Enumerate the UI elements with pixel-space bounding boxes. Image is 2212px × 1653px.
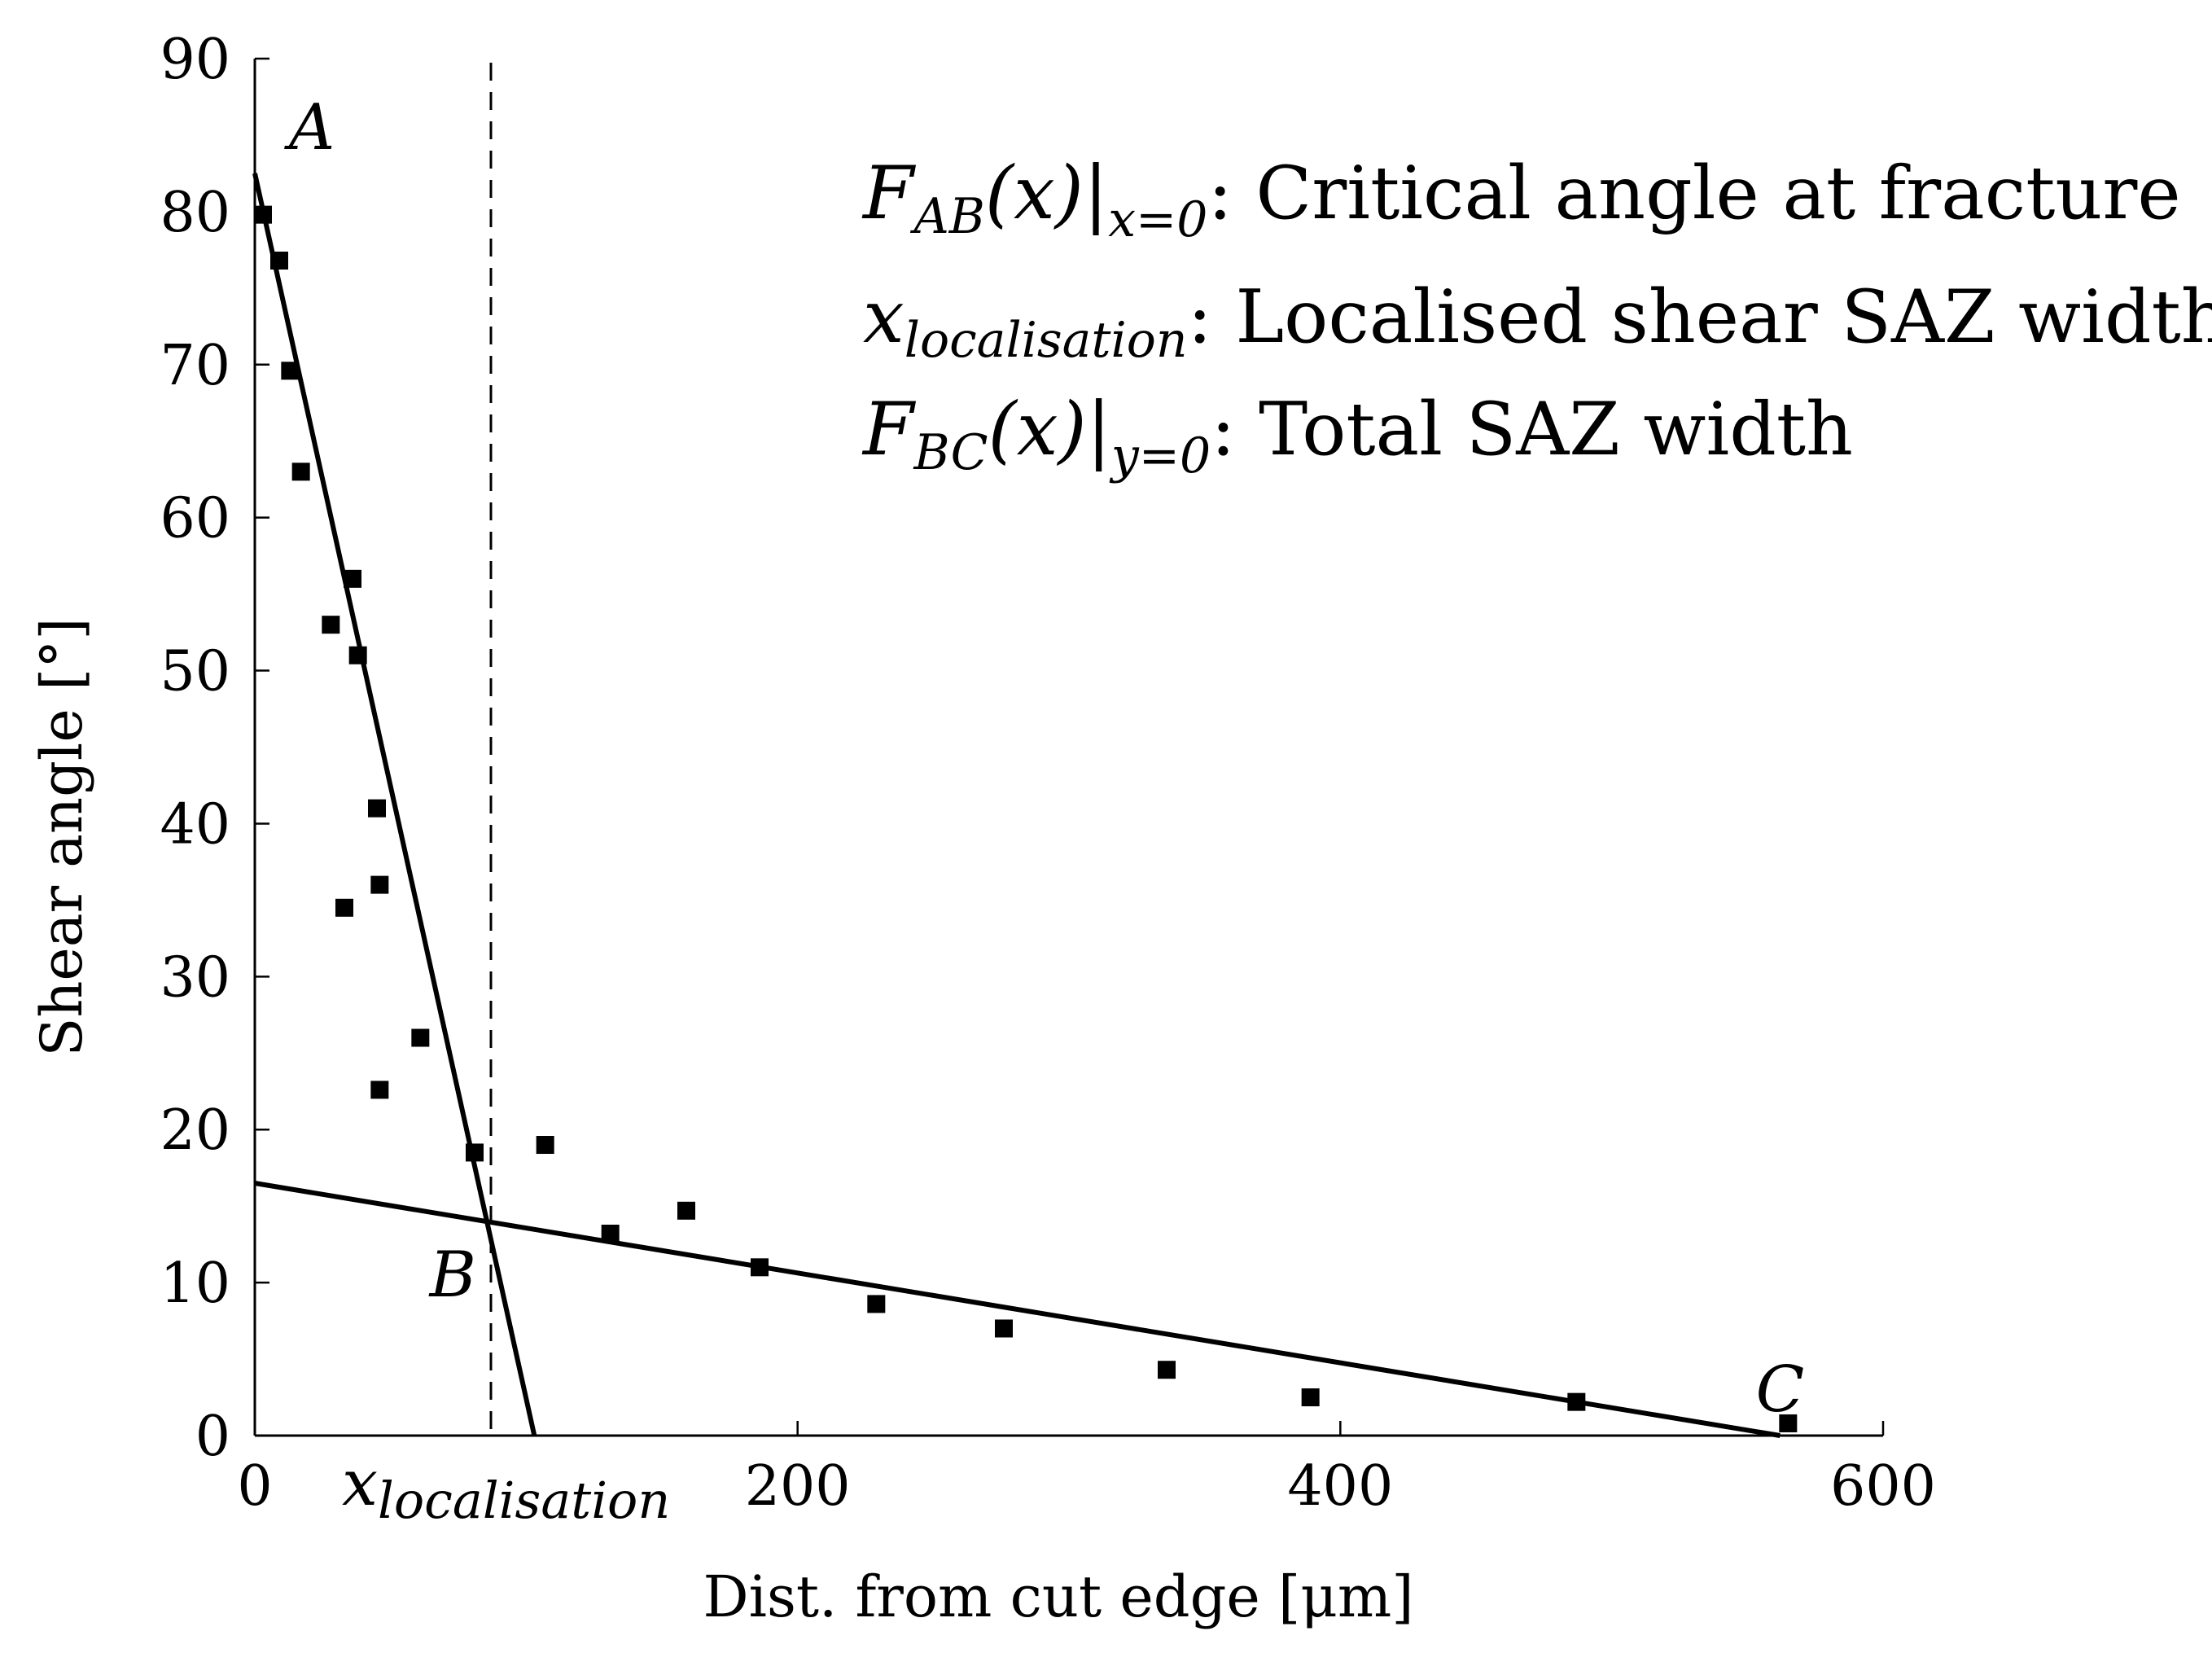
- data-point: [291, 463, 310, 481]
- data-markers: [254, 205, 1798, 1432]
- y-tick-label: 80: [160, 181, 230, 245]
- y-tick-label: 70: [160, 334, 230, 398]
- y-tick-label: 30: [160, 945, 230, 1010]
- data-point: [335, 898, 353, 917]
- data-point: [370, 875, 389, 894]
- point-label-a: A: [284, 91, 335, 164]
- data-point: [370, 1081, 389, 1099]
- data-point: [1158, 1361, 1176, 1379]
- data-point: [995, 1319, 1013, 1338]
- point-label-b: B: [428, 1239, 476, 1312]
- data-point: [677, 1201, 695, 1220]
- point-labels: A B C: [284, 91, 1804, 1427]
- data-point: [751, 1258, 769, 1277]
- data-point: [270, 252, 288, 270]
- data-point: [348, 646, 367, 664]
- point-label-c: C: [1756, 1353, 1805, 1427]
- y-tick-label: 50: [160, 640, 230, 704]
- x-tick-label: 0: [237, 1454, 272, 1519]
- data-point: [281, 362, 300, 380]
- y-tick-label: 10: [160, 1252, 230, 1316]
- localisation-axis-label: xlocalisation: [342, 1447, 670, 1530]
- x-tick-label: 600: [1830, 1454, 1936, 1519]
- data-point: [254, 205, 272, 224]
- legend-entry: xlocalisation: Localised shear SAZ width: [863, 274, 2212, 369]
- legend-entry: FAB(x)|x=0: Critical angle at fracture: [861, 151, 2181, 248]
- fit-line-f-ab: [252, 173, 537, 1436]
- y-tick-label: 60: [160, 487, 230, 551]
- fit-lines: xlocalisation: [252, 63, 1781, 1530]
- x-tick-label: 200: [745, 1454, 851, 1519]
- y-tick-label: 40: [160, 792, 230, 857]
- legend: FAB(x)|x=0: Critical angle at fracture xl…: [861, 151, 2212, 484]
- y-tick-label: 0: [195, 1405, 230, 1469]
- axes: 0 10 20 30 40 50 60 70 80 90 0 200 400 600: [160, 28, 1935, 1519]
- data-point: [466, 1143, 484, 1162]
- y-axis-label: Shear angle [°]: [28, 617, 95, 1056]
- data-point: [1301, 1388, 1320, 1407]
- legend-entry: FBC(x)|y=0: Total SAZ width: [861, 387, 1853, 484]
- data-point: [601, 1224, 620, 1243]
- x-axis-label: Dist. from cut edge [μm]: [703, 1563, 1413, 1630]
- fit-line-f-bc: [254, 1181, 1781, 1438]
- data-point: [344, 569, 361, 588]
- data-point: [368, 799, 386, 818]
- data-point: [536, 1136, 554, 1155]
- data-point: [1567, 1392, 1586, 1411]
- x-tick-label: 400: [1287, 1454, 1393, 1519]
- y-tick-label: 90: [160, 28, 230, 92]
- data-point: [1779, 1414, 1798, 1432]
- y-tick-label: 20: [160, 1098, 230, 1163]
- data-point: [867, 1295, 886, 1313]
- data-point: [322, 616, 340, 634]
- data-point: [411, 1028, 430, 1047]
